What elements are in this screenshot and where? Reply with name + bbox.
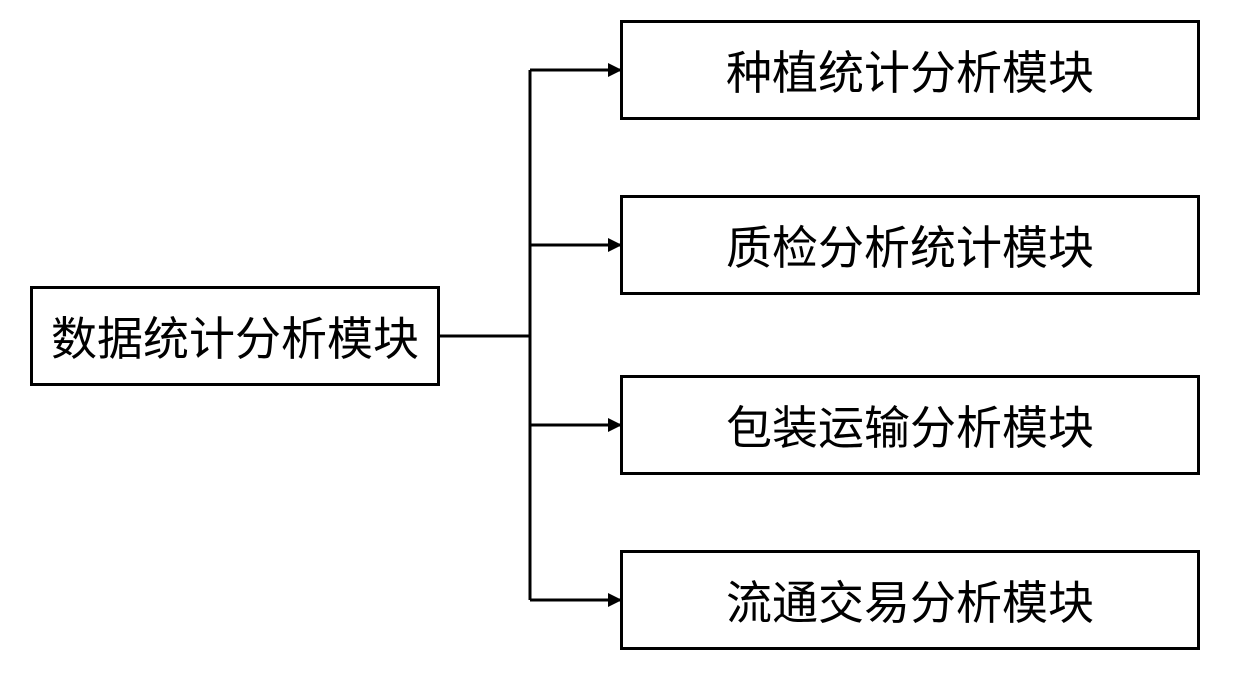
- child-module-box-4: 流通交易分析模块: [620, 550, 1200, 650]
- root-module-box: 数据统计分析模块: [30, 286, 440, 386]
- child-module-label-1: 种植统计分析模块: [726, 37, 1094, 103]
- child-module-box-3: 包装运输分析模块: [620, 375, 1200, 475]
- child-module-label-3: 包装运输分析模块: [726, 392, 1094, 458]
- root-module-label: 数据统计分析模块: [51, 303, 419, 369]
- child-module-label-4: 流通交易分析模块: [726, 567, 1094, 633]
- child-module-box-2: 质检分析统计模块: [620, 195, 1200, 295]
- child-module-label-2: 质检分析统计模块: [726, 212, 1094, 278]
- child-module-box-1: 种植统计分析模块: [620, 20, 1200, 120]
